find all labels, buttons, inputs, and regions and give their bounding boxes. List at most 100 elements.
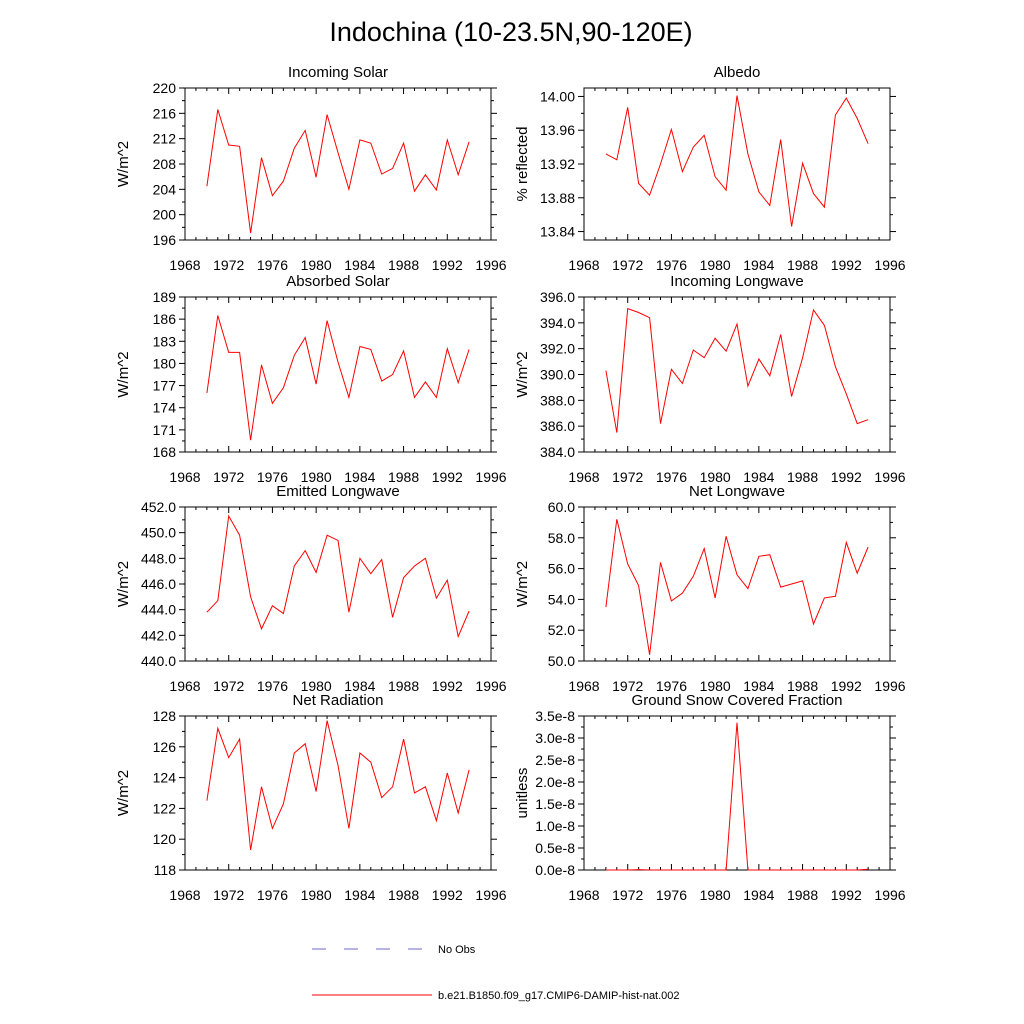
series-line <box>605 307 869 433</box>
panel-1: Albedo 1968 1972 1976 1980 1984 1988 1992 1996 13… <box>514 64 906 273</box>
x-tick-label: 1984 <box>743 678 774 694</box>
x-tick-label: 1980 <box>700 469 731 485</box>
x-tick-label: 1976 <box>257 469 288 485</box>
y-tick-label: 54.0 <box>548 591 575 607</box>
x-tick-label: 1992 <box>831 678 862 694</box>
y-tick-label: 122 <box>153 800 177 816</box>
y-tick-label: 446.0 <box>141 576 176 592</box>
x-tick-label: 1980 <box>301 678 332 694</box>
y-tick-label: 440.0 <box>141 653 176 669</box>
y-tick-label: 220 <box>153 80 177 96</box>
x-tick-label: 1968 <box>169 469 200 485</box>
panel-title: Net Radiation <box>293 692 384 709</box>
y-tick-label: 118 <box>154 862 177 878</box>
x-tick-label: 1988 <box>787 887 818 903</box>
y-axis-label: W/m^2 <box>115 141 132 187</box>
x-tick-label: 1988 <box>787 678 818 694</box>
y-tick-label: 394.0 <box>540 315 575 331</box>
panel-title: Albedo <box>714 64 761 81</box>
x-tick-label: 1988 <box>388 678 419 694</box>
x-tick-label: 1984 <box>743 887 774 903</box>
x-tick-label: 1996 <box>475 257 506 273</box>
series-line <box>605 95 869 227</box>
y-tick-label: 450.0 <box>141 525 176 541</box>
y-tick-label: 216 <box>153 105 177 121</box>
panel-title: Incoming Solar <box>288 64 388 81</box>
x-tick-label: 1984 <box>743 257 774 273</box>
legend: No Obs b.e21.B1850.f09_g17.CMIP6-DAMIP-h… <box>312 944 680 1002</box>
y-tick-label: 196 <box>153 232 177 248</box>
y-tick-label: 126 <box>153 739 177 755</box>
x-tick-label: 1968 <box>568 257 599 273</box>
y-tick-label: 204 <box>153 181 177 197</box>
panel-7: Ground Snow Covered Fraction 1968 1972 1976… <box>514 692 906 903</box>
x-tick-label: 1984 <box>344 887 375 903</box>
y-tick-label: 2.5e-8 <box>535 752 575 768</box>
panel-0: Incoming Solar 1968 1972 1976 1980 1984 1988 19… <box>115 64 507 273</box>
legend-label-no-obs: No Obs <box>438 944 476 956</box>
x-tick-label: 1972 <box>213 469 244 485</box>
x-tick-label: 1992 <box>432 887 463 903</box>
x-tick-label: 1968 <box>169 257 200 273</box>
x-tick-label: 1988 <box>388 469 419 485</box>
y-tick-label: 60.0 <box>548 499 575 515</box>
y-tick-label: 2.0e-8 <box>535 774 575 790</box>
panel-title: Incoming Longwave <box>670 273 803 290</box>
x-tick-label: 1980 <box>301 469 332 485</box>
panel-5: Net Longwave 1968 1972 1976 1980 1984 1988 1992… <box>514 483 906 694</box>
x-tick-label: 1980 <box>301 257 332 273</box>
x-tick-label: 1972 <box>612 887 643 903</box>
y-tick-label: 171 <box>153 422 177 438</box>
y-tick-label: 58.0 <box>548 530 575 546</box>
x-tick-label: 1972 <box>213 678 244 694</box>
y-tick-label: 177 <box>153 378 177 394</box>
x-tick-label: 1972 <box>612 257 643 273</box>
y-tick-label: 1.5e-8 <box>535 796 575 812</box>
y-tick-label: 168 <box>153 444 177 460</box>
y-tick-label: 128 <box>153 708 177 724</box>
y-tick-label: 13.96 <box>540 122 575 138</box>
x-tick-label: 1984 <box>344 469 375 485</box>
y-tick-label: 386.0 <box>540 418 575 434</box>
x-tick-label: 1980 <box>700 257 731 273</box>
x-tick-label: 1988 <box>388 257 419 273</box>
y-tick-label: 50.0 <box>548 653 575 669</box>
x-tick-label: 1976 <box>257 887 288 903</box>
y-tick-label: 13.88 <box>540 190 575 206</box>
x-tick-label: 1996 <box>475 678 506 694</box>
y-axis-label: W/m^2 <box>115 561 132 607</box>
x-tick-label: 1992 <box>831 887 862 903</box>
x-tick-label: 1976 <box>257 678 288 694</box>
panel-title: Absorbed Solar <box>286 273 389 290</box>
y-tick-label: 14.00 <box>540 88 575 104</box>
x-tick-label: 1976 <box>656 257 687 273</box>
x-tick-label: 1988 <box>388 887 419 903</box>
y-tick-label: 13.92 <box>540 156 575 172</box>
panel-title: Emitted Longwave <box>276 483 399 500</box>
x-tick-label: 1984 <box>743 469 774 485</box>
x-tick-label: 1992 <box>432 678 463 694</box>
y-tick-label: 3.0e-8 <box>535 730 575 746</box>
series-line <box>206 720 470 851</box>
x-tick-label: 1976 <box>656 469 687 485</box>
x-tick-label: 1996 <box>874 678 905 694</box>
y-axis-label: unitless <box>514 768 531 819</box>
series-line <box>206 514 470 639</box>
y-tick-label: 444.0 <box>141 602 176 618</box>
panel-title: Net Longwave <box>689 483 785 500</box>
x-tick-label: 1992 <box>432 469 463 485</box>
panel-3: Incoming Longwave 1968 1972 1976 1980 1984 198… <box>514 273 906 485</box>
y-tick-label: 180 <box>153 355 177 371</box>
y-tick-label: 208 <box>153 156 177 172</box>
panel-4: Emitted Longwave 1968 1972 1976 1980 1984 1988… <box>115 483 507 694</box>
x-tick-label: 1984 <box>344 678 375 694</box>
x-tick-label: 1996 <box>475 469 506 485</box>
x-tick-label: 1996 <box>874 469 905 485</box>
x-tick-label: 1972 <box>612 469 643 485</box>
y-tick-label: 212 <box>153 131 177 147</box>
x-tick-label: 1968 <box>169 678 200 694</box>
x-tick-label: 1992 <box>432 257 463 273</box>
y-tick-label: 56.0 <box>548 561 575 577</box>
